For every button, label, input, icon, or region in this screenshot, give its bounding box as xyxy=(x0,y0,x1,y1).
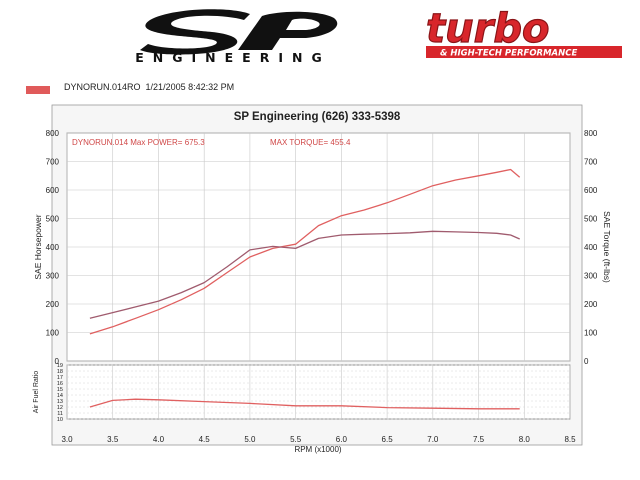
turbo-magazine-logo: turbo & HIGH-TECH PERFORMANCE xyxy=(425,8,622,59)
x-tick-label: 6.5 xyxy=(382,435,394,444)
sp-engineering-logo xyxy=(140,9,338,55)
y-tick-label-left: 0 xyxy=(55,357,60,366)
y-axis-left-label: SAE Horsepower xyxy=(33,214,43,279)
afr-tick-label: 12 xyxy=(57,405,63,411)
x-tick-label: 3.5 xyxy=(107,435,119,444)
legend-run-file: DYNORUN.014RO xyxy=(64,82,141,92)
axes-layer: 3.0 3.5 4.0 4.5 5.0 5.5 6.0 6.5 7.0 7.5 8.0 8.50100… xyxy=(46,129,598,444)
afr-tick-label: 11 xyxy=(57,411,63,417)
y-tick-label-right: 400 xyxy=(584,243,598,252)
x-tick-label: 4.0 xyxy=(153,435,165,444)
afr-line xyxy=(89,398,520,410)
grid-layer xyxy=(66,132,571,420)
x-tick-label: 7.0 xyxy=(427,435,439,444)
x-tick-label: 8.5 xyxy=(564,435,576,444)
legend-swatch xyxy=(26,86,50,94)
x-tick-label: 7.5 xyxy=(473,435,485,444)
y-tick-label-right: 200 xyxy=(584,300,598,309)
afr-tick-label: 18 xyxy=(57,369,63,375)
y-tick-label-left: 500 xyxy=(46,215,60,224)
y-tick-label-left: 300 xyxy=(46,272,60,281)
afr-plot-area xyxy=(66,364,571,420)
afr-tick-label: 13 xyxy=(57,399,63,405)
y-axis-right-label: SAE Torque (ft-lbs) xyxy=(602,211,612,283)
magazine-tagline: & HIGH-TECH PERFORMANCE xyxy=(440,49,577,59)
afr-tick-label: 14 xyxy=(57,393,63,399)
afr-tick-label: 10 xyxy=(57,417,63,423)
y-tick-label-right: 300 xyxy=(584,272,598,281)
y-tick-label-right: 800 xyxy=(584,129,598,138)
y-tick-label-left: 700 xyxy=(46,158,60,167)
x-tick-label: 6.0 xyxy=(336,435,348,444)
y-tick-label-right: 0 xyxy=(584,357,589,366)
power-line xyxy=(89,168,521,335)
brand-word: ENGINEERING xyxy=(135,50,331,65)
max-power-annotation: DYNORUN.014 Max POWER= 675.3 xyxy=(72,138,205,147)
chart-title: SP Engineering (626) 333-5398 xyxy=(234,111,401,123)
x-tick-label: 8.0 xyxy=(519,435,531,444)
y-tick-label-left: 600 xyxy=(46,186,60,195)
y-tick-label-right: 700 xyxy=(584,158,598,167)
afr-axis-label: Air Fuel Ratio xyxy=(33,371,40,414)
magazine-logo-word: turbo xyxy=(426,8,549,52)
max-torque-annotation: MAX TORQUE= 455.4 xyxy=(270,138,351,147)
x-tick-label: 4.5 xyxy=(199,435,211,444)
afr-tick-label: 19 xyxy=(57,363,63,369)
y-tick-label-left: 800 xyxy=(46,129,60,138)
y-tick-label-left: 200 xyxy=(46,300,60,309)
y-tick-label-left: 100 xyxy=(46,329,60,338)
x-tick-label: 3.0 xyxy=(61,435,73,444)
y-tick-label-right: 600 xyxy=(584,186,598,195)
torque-line xyxy=(89,230,520,319)
afr-tick-label: 15 xyxy=(57,387,63,393)
legend-run-info: DYNORUN.014RO 1/21/2005 8:42:32 PM xyxy=(64,82,234,92)
x-tick-label: 5.0 xyxy=(244,435,256,444)
legend-date-time: 1/21/2005 8:42:32 PM xyxy=(145,82,235,92)
afr-tick-label: 17 xyxy=(57,375,63,381)
y-tick-label-right: 500 xyxy=(584,215,598,224)
x-axis-label: RPM (x1000) xyxy=(294,445,341,454)
y-tick-label-left: 400 xyxy=(46,243,60,252)
series-layer xyxy=(89,168,521,410)
y-tick-label-right: 100 xyxy=(584,329,598,338)
x-tick-label: 5.5 xyxy=(290,435,302,444)
afr-tick-label: 16 xyxy=(57,381,63,387)
